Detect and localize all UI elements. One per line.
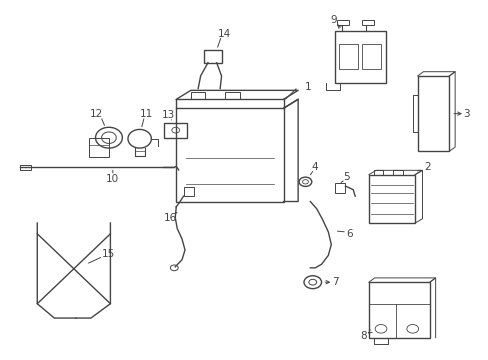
Text: 4: 4: [311, 162, 318, 172]
Text: 5: 5: [343, 172, 349, 182]
Bar: [89, 138, 109, 157]
Bar: [373, 170, 383, 175]
Text: 16: 16: [163, 213, 177, 222]
Bar: [368, 282, 429, 338]
Bar: [361, 21, 373, 25]
Text: 2: 2: [423, 162, 430, 172]
Text: 3: 3: [462, 109, 468, 119]
Bar: [417, 76, 448, 151]
Bar: [368, 175, 414, 223]
Bar: [203, 50, 221, 63]
Text: 13: 13: [162, 110, 175, 120]
Text: 11: 11: [139, 109, 152, 119]
Text: 6: 6: [346, 229, 352, 239]
Bar: [20, 165, 31, 170]
Bar: [163, 123, 187, 138]
Text: 10: 10: [106, 174, 119, 184]
Bar: [190, 92, 205, 99]
Text: 12: 12: [89, 109, 102, 119]
Bar: [334, 183, 345, 193]
Bar: [392, 170, 402, 175]
Bar: [176, 108, 283, 202]
Text: 14: 14: [217, 29, 230, 39]
Bar: [361, 44, 380, 69]
Text: 7: 7: [331, 277, 338, 287]
Bar: [183, 187, 194, 196]
Text: 8: 8: [360, 331, 366, 341]
Bar: [336, 21, 348, 25]
Bar: [334, 31, 385, 83]
Bar: [224, 92, 239, 99]
Bar: [338, 44, 357, 69]
Text: 9: 9: [329, 15, 336, 26]
Text: 1: 1: [304, 82, 310, 92]
Text: 15: 15: [101, 248, 114, 258]
